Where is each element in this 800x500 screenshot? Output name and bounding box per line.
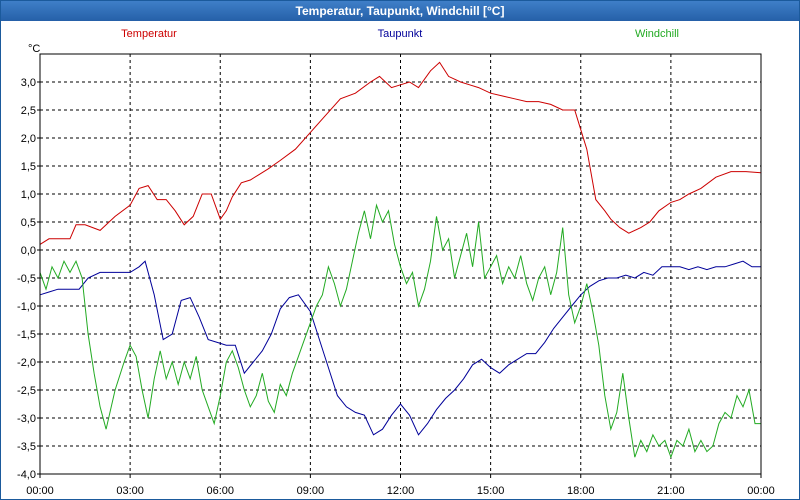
y-axis-label: °C — [28, 43, 40, 55]
y-tick-label: 3,0 — [21, 77, 36, 89]
legend-temperatur: Temperatur — [121, 28, 177, 40]
x-axis-ticks: 00:0003.02.1303:0003.02.1306:0003.02.130… — [26, 474, 775, 497]
legend: Temperatur Taupunkt Windchill — [121, 28, 679, 40]
series-line-temperatur — [39, 61, 762, 245]
y-tick-label: 0,5 — [21, 217, 36, 229]
x-tick-time-label: 18:00 — [567, 485, 595, 497]
y-axis-ticks: 3,0 2,5 2,0 1,5 1,0 0,5 0,0 -0,5 -1,0 -1,5 -2,0 -2,… — [17, 77, 40, 481]
x-tick-time-label: 12:00 — [387, 485, 415, 497]
y-tick-label: -0,5 — [17, 273, 36, 285]
y-tick-label: 2,5 — [21, 105, 36, 117]
y-tick-label: -3,5 — [17, 441, 36, 453]
x-tick-time-label: 00:00 — [26, 485, 54, 497]
y-tick-label: 0,0 — [21, 245, 36, 257]
x-tick-time-label: 09:00 — [297, 485, 325, 497]
x-tick-time-label: 15:00 — [477, 485, 505, 497]
series-line-taupunkt — [39, 260, 761, 436]
x-tick-time-label: 21:00 — [657, 485, 685, 497]
y-tick-label: 1,0 — [21, 189, 36, 201]
y-tick-label: -2,0 — [17, 357, 36, 369]
x-tick-time-label: 00:00 — [747, 485, 775, 497]
x-tick-time-label: 06:00 — [206, 485, 234, 497]
legend-taupunkt: Taupunkt — [378, 28, 423, 40]
series-lines — [39, 61, 762, 459]
line-chart: 3,0 2,5 2,0 1,5 1,0 0,5 0,0 -0,5 -1,0 -1,5 -2,0 -2,… — [1, 21, 799, 499]
y-tick-label: 1,5 — [21, 161, 36, 173]
window-title: Temperatur, Taupunkt, Windchill [°C] — [1, 1, 799, 21]
y-tick-label: -3,0 — [17, 413, 36, 425]
legend-windchill: Windchill — [635, 28, 679, 40]
x-tick-time-label: 03:00 — [116, 485, 144, 497]
plot-frame — [39, 53, 762, 475]
series-line-windchill — [39, 203, 761, 459]
y-tick-label: -4,0 — [17, 469, 36, 481]
y-tick-label: -1,5 — [17, 329, 36, 341]
y-tick-label: -1,0 — [17, 301, 36, 313]
y-tick-label: 2,0 — [21, 133, 36, 145]
y-tick-label: -2,5 — [17, 385, 36, 397]
